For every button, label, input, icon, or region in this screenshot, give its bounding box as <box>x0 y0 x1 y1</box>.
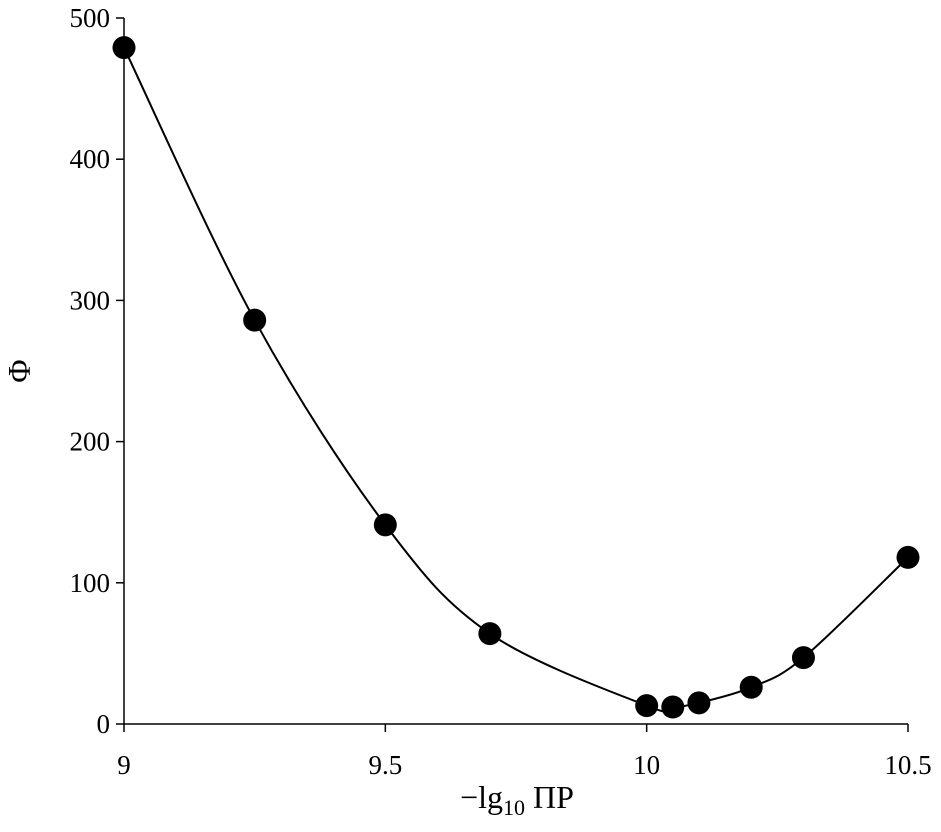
y-tick-label: 100 <box>70 568 111 598</box>
data-point <box>478 622 502 646</box>
y-tick-label: 400 <box>70 144 111 174</box>
data-point <box>243 308 267 332</box>
x-axis-title: −lg10 ΠP <box>460 779 574 820</box>
x-tick-label: 10 <box>633 750 660 780</box>
x-tick-label: 9 <box>117 750 131 780</box>
data-points <box>112 36 920 719</box>
fitted-curve <box>123 47 909 713</box>
data-point <box>739 675 763 699</box>
data-point <box>687 691 711 715</box>
x-axis-title-subscript: 10 <box>503 795 525 820</box>
y-axis-title: Φ <box>1 359 37 382</box>
data-point <box>373 513 397 537</box>
y-tick-label: 200 <box>70 427 111 457</box>
data-point <box>112 36 136 60</box>
x-axis-title-suffix: ΠP <box>525 779 574 815</box>
y-tick-label: 300 <box>70 285 111 315</box>
axes <box>123 18 908 725</box>
x-axis-title-prefix: −lg <box>460 779 503 815</box>
data-point <box>896 545 920 569</box>
y-tick-label: 0 <box>97 709 111 739</box>
x-ticks: 9 9.5 10 10.5 <box>117 724 932 780</box>
data-point <box>635 694 659 718</box>
x-tick-label: 9.5 <box>368 750 402 780</box>
data-point <box>791 646 815 670</box>
y-ticks: 0 100 200 300 400 500 <box>70 3 124 739</box>
y-tick-label: 500 <box>70 3 111 33</box>
x-tick-label: 10.5 <box>884 750 931 780</box>
data-point <box>661 695 685 719</box>
